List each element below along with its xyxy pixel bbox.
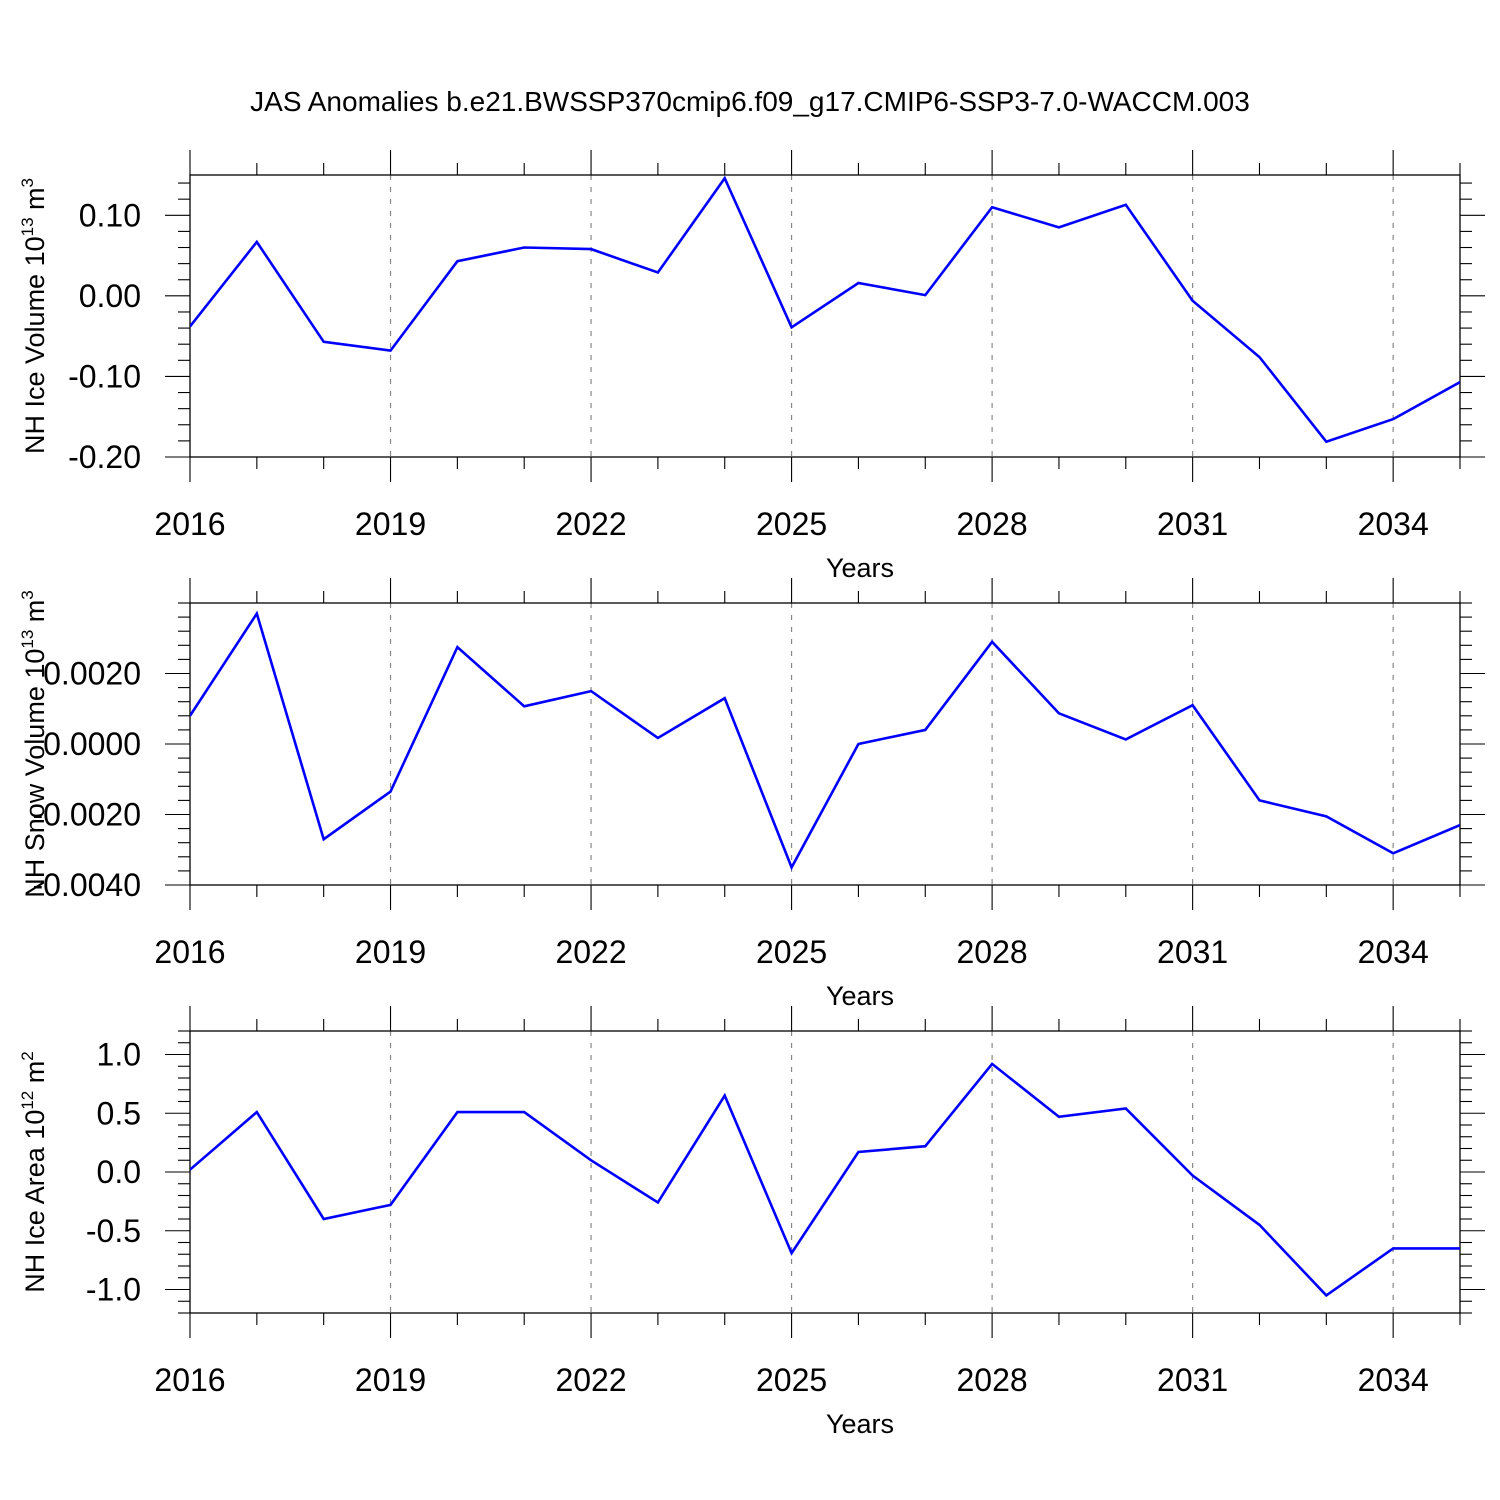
y-tick-label: -0.0020 xyxy=(32,797,141,833)
y-tick-label: -0.20 xyxy=(68,439,141,475)
y-tick-label: -0.10 xyxy=(68,358,141,394)
x-tick-label: 2028 xyxy=(957,506,1028,542)
x-axis-label: Years xyxy=(826,553,894,583)
y-tick-label: -0.0040 xyxy=(32,867,141,903)
y-tick-label: 0.5 xyxy=(97,1095,141,1131)
x-tick-label: 2025 xyxy=(756,1362,827,1398)
plot-frame xyxy=(189,602,1461,886)
x-axis-label: Years xyxy=(826,1409,894,1439)
y-tick-label: 0.0000 xyxy=(43,726,141,762)
x-tick-label: 2034 xyxy=(1358,934,1429,970)
x-tick-label: 2031 xyxy=(1157,1362,1228,1398)
y-axis-label: NH Ice Volume 1013 m3 xyxy=(18,178,50,454)
y-axis-label: NH Ice Area 1012 m2 xyxy=(18,1051,50,1292)
x-tick-label: 2022 xyxy=(555,506,626,542)
x-tick-label: 2022 xyxy=(555,934,626,970)
x-tick-label: 2019 xyxy=(355,1362,426,1398)
x-tick-label: 2019 xyxy=(355,506,426,542)
y-tick-label: -1.0 xyxy=(86,1272,141,1308)
series-line xyxy=(190,610,1460,871)
y-tick-label: 1.0 xyxy=(97,1037,141,1073)
x-axis-label: Years xyxy=(826,981,894,1011)
x-tick-label: 2025 xyxy=(756,934,827,970)
y-tick-label: 0.0020 xyxy=(43,656,141,692)
y-tick-label: 0.0 xyxy=(97,1154,141,1190)
x-tick-label: 2034 xyxy=(1358,506,1429,542)
x-tick-label: 2022 xyxy=(555,1362,626,1398)
y-tick-label: 0.10 xyxy=(79,197,141,233)
panel-3: 2016 2019 2022 2025 2028 2031 2034 Years -1.0 -0.… xyxy=(18,1006,1485,1439)
x-tick-label: 2019 xyxy=(355,934,426,970)
x-tick-label: 2016 xyxy=(154,1362,225,1398)
panel-2: 2016 2019 2022 2025 2028 2031 2034 Years -0.0040… xyxy=(18,578,1485,1011)
x-tick-label: 2031 xyxy=(1157,934,1228,970)
panels: 2016 2019 2022 2025 2028 2031 2034 Years -0.20 -0… xyxy=(18,150,1485,1439)
y-tick-label: 0.00 xyxy=(79,278,141,314)
x-tick-label: 2034 xyxy=(1358,1362,1429,1398)
x-tick-label: 2025 xyxy=(756,506,827,542)
x-tick-label: 2016 xyxy=(154,506,225,542)
plot-frame xyxy=(189,174,1461,458)
series-line xyxy=(190,1062,1460,1298)
y-tick-label: -0.5 xyxy=(86,1213,141,1249)
x-tick-label: 2031 xyxy=(1157,506,1228,542)
plot-frame xyxy=(189,1030,1461,1314)
panel-1: 2016 2019 2022 2025 2028 2031 2034 Years -0.20 -0… xyxy=(18,150,1485,583)
x-tick-label: 2016 xyxy=(154,934,225,970)
x-tick-label: 2028 xyxy=(957,1362,1028,1398)
y-axis-label: NH Snow Volume 1013 m3 xyxy=(18,590,50,898)
series-line xyxy=(190,175,1460,444)
x-tick-label: 2028 xyxy=(957,934,1028,970)
figure-title: JAS Anomalies b.e21.BWSSP370cmip6.f09_g1… xyxy=(250,86,1250,117)
